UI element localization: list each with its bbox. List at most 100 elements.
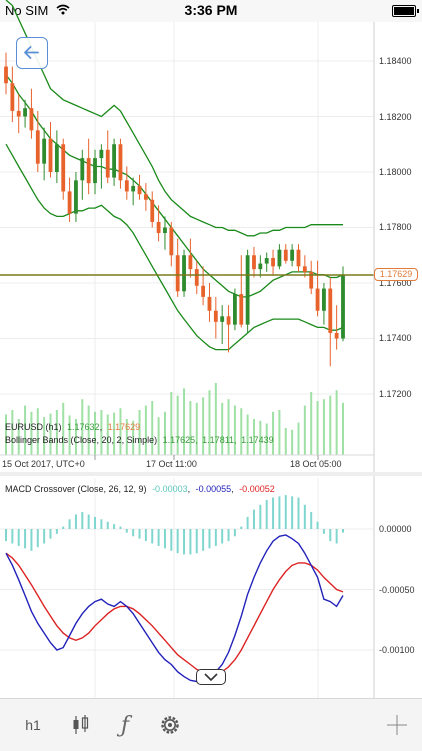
macd-line — [5, 534, 344, 683]
time-tick: 17 Oct 11:00 — [146, 459, 197, 469]
timeframe-button[interactable]: h1 — [25, 717, 41, 733]
macd-value-1: -0.00003 — [152, 484, 188, 494]
candle — [252, 246, 256, 278]
candle-body — [169, 227, 174, 256]
candle — [74, 172, 78, 222]
candle-body — [74, 180, 78, 214]
candle-body — [54, 144, 59, 172]
macd-value-3: -0.00052 — [239, 484, 275, 494]
legend-symbol: EURUSD (h1) — [5, 422, 62, 432]
arrow-left-icon — [24, 46, 39, 59]
candle — [105, 130, 110, 184]
candle-body — [309, 271, 314, 289]
chart-type-button[interactable] — [68, 711, 94, 739]
candle — [112, 138, 117, 186]
candle-body — [245, 255, 250, 325]
candle — [137, 174, 142, 200]
price-axis: 1.18400 1.18200 1.18000 1.17800 1.17600 … — [379, 56, 412, 399]
candle — [309, 260, 314, 295]
candle-body — [156, 221, 161, 234]
candle-body — [207, 296, 212, 311]
candle — [67, 177, 72, 222]
candle — [283, 244, 288, 264]
macd-value-2: -0.00055 — [196, 484, 232, 494]
price-tick: 1.17600 — [379, 278, 412, 288]
candle-body — [29, 108, 34, 131]
chart-canvas[interactable]: 1.18400 1.18200 1.18000 1.17800 1.17600 … — [0, 0, 422, 698]
candle-body — [271, 258, 275, 267]
candle — [86, 138, 91, 195]
candle — [29, 88, 34, 139]
collapse-pane-button[interactable] — [196, 669, 226, 685]
candle-body — [86, 158, 91, 184]
candle — [156, 205, 161, 242]
candle-body — [182, 255, 186, 292]
candle-body — [201, 285, 206, 297]
candle — [302, 255, 307, 278]
price-tick: 1.17400 — [379, 333, 412, 343]
candle — [341, 266, 345, 342]
candle-body — [143, 194, 148, 200]
candle — [220, 305, 225, 345]
indicators-button[interactable]: ƒ — [112, 711, 138, 739]
candle — [201, 266, 206, 306]
candle-body — [194, 269, 199, 286]
chevron-down-icon — [204, 673, 218, 682]
candle-body — [48, 138, 53, 172]
candle-body — [296, 249, 301, 267]
candle — [213, 296, 218, 339]
pane-separator[interactable] — [0, 472, 422, 476]
candle-body — [61, 144, 66, 192]
settings-button[interactable] — [156, 711, 184, 739]
candle — [175, 238, 180, 297]
macd-tick: 0.00000 — [379, 524, 412, 534]
crosshair-button[interactable] — [384, 711, 410, 739]
legend-value-1: 1.17632 — [67, 422, 100, 432]
candle-body — [188, 255, 193, 270]
macd-histogram — [5, 495, 344, 555]
candle — [42, 127, 47, 181]
candle-body — [226, 316, 231, 325]
candle-body — [277, 249, 282, 267]
candle — [258, 255, 263, 278]
candle — [232, 288, 237, 331]
candle-body — [232, 294, 237, 325]
candle-body — [99, 149, 104, 159]
candle — [48, 122, 53, 178]
status-bar: No SIM 3:36 PM — [0, 0, 422, 22]
candle — [35, 110, 40, 172]
legend-bollinger-row: Bollinger Bands (Close, 20, 2, Simple) 1… — [5, 435, 274, 445]
candle-body — [264, 258, 269, 264]
macd-tick: -0.00100 — [379, 645, 415, 655]
candle — [271, 249, 275, 275]
candle — [169, 221, 174, 267]
candlestick-series — [4, 52, 345, 367]
price-tick: 1.18200 — [379, 112, 412, 122]
candle-body — [175, 255, 180, 292]
candle-body — [213, 310, 218, 322]
macd-signal-line — [5, 552, 344, 675]
current-price-tag: 1.17629 — [374, 268, 418, 281]
legend-symbol-row: EURUSD (h1) 1.17632, 1.17629 — [5, 422, 140, 432]
candle-body — [239, 294, 244, 325]
candle-body — [131, 185, 136, 192]
bottom-toolbar: h1 ƒ — [0, 698, 422, 751]
candle — [163, 216, 167, 250]
candle-body — [150, 199, 155, 222]
candle — [226, 305, 231, 353]
candle-body — [16, 110, 21, 117]
macd-legend: MACD Crossover (Close, 26, 12, 9) -0.000… — [5, 484, 275, 494]
candle — [182, 249, 186, 297]
candle — [93, 149, 97, 195]
battery-icon — [392, 5, 419, 17]
candle — [150, 191, 155, 228]
candle-body — [341, 274, 345, 339]
candle-body — [93, 158, 97, 184]
candle-body — [137, 185, 142, 195]
bollinger-lower-band — [5, 143, 344, 351]
candle — [296, 244, 301, 272]
candle-body — [328, 288, 333, 333]
candle — [118, 138, 123, 189]
back-button[interactable] — [16, 37, 48, 69]
candle-body — [252, 255, 256, 270]
